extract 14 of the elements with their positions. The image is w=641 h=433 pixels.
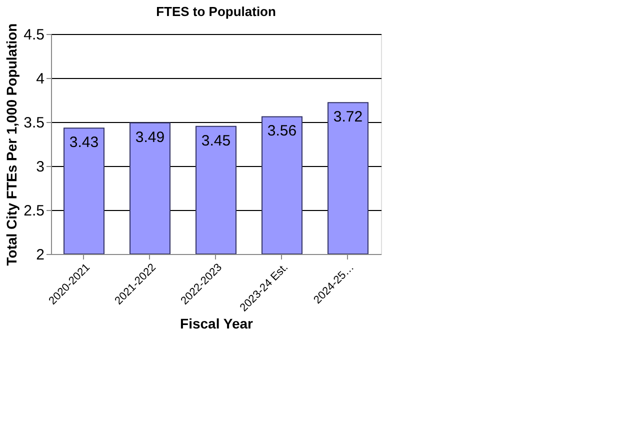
chart-title: FTES to Population bbox=[156, 4, 276, 19]
y-tick-label: 2 bbox=[36, 246, 44, 264]
data-label: 3.43 bbox=[69, 134, 99, 152]
data-label: 3.72 bbox=[333, 108, 363, 126]
data-label: 3.45 bbox=[201, 132, 231, 150]
y-axis-title: Total City FTEs Per 1,000 Population bbox=[4, 23, 20, 266]
y-tick-label: 3 bbox=[36, 158, 44, 176]
y-tick-label: 3.5 bbox=[24, 114, 44, 132]
y-tick-label: 2.5 bbox=[24, 202, 44, 220]
data-label: 3.49 bbox=[135, 128, 165, 146]
y-tick-label: 4 bbox=[36, 70, 44, 88]
y-tick-label: 4.5 bbox=[24, 26, 44, 44]
x-axis-title: Fiscal Year bbox=[180, 315, 254, 332]
data-label: 3.56 bbox=[267, 122, 297, 140]
